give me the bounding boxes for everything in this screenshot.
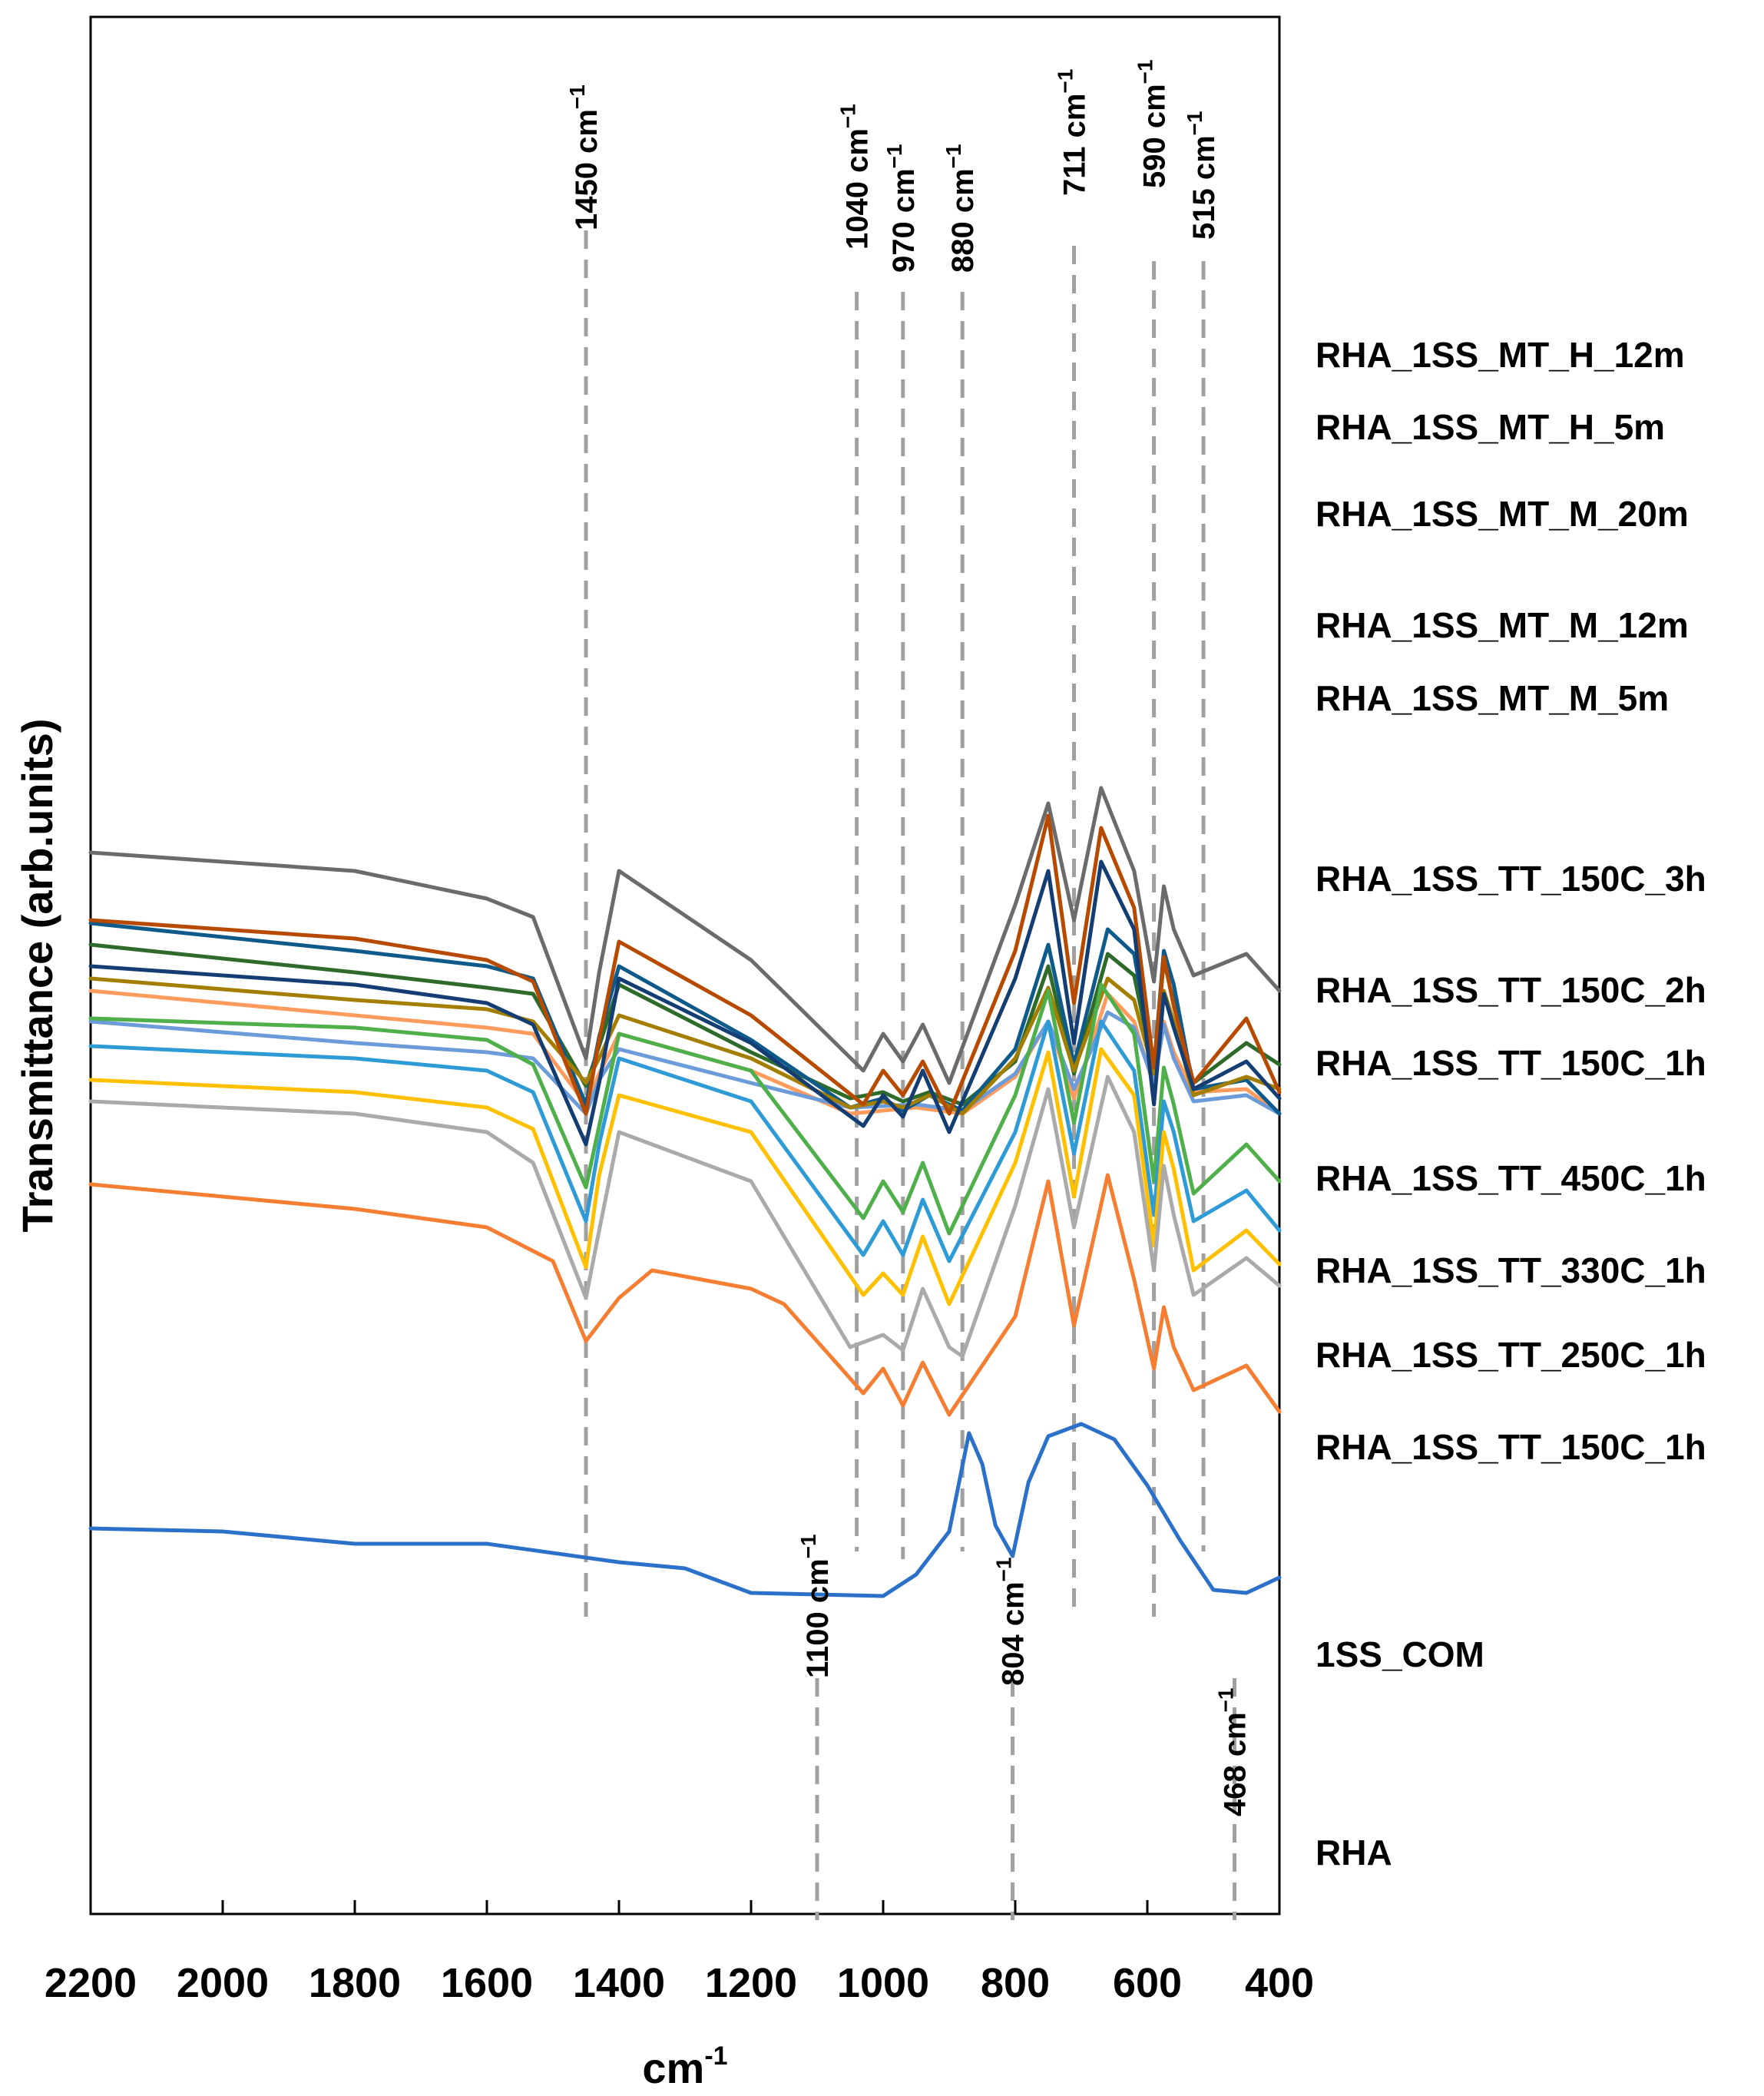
peak-label-sup-2: −1 xyxy=(882,144,906,168)
series-line-12 xyxy=(88,1173,1282,1417)
legend-label-1: RHA_1SS_MT_H_5m xyxy=(1316,407,1665,447)
peak-label-text-1: 1040 cm xyxy=(841,128,875,250)
legend-label-0: RHA_1SS_MT_H_12m xyxy=(1316,335,1685,375)
x-axis-title-superscript: -1 xyxy=(704,2041,727,2071)
x-tick-label-4: 1400 xyxy=(573,1960,665,2006)
peak-reference-lines xyxy=(584,230,1237,1920)
x-tick-label-6: 1000 xyxy=(837,1960,929,2006)
legend: RHA_1SS_MT_H_12m RHA_1SS_MT_H_5m RHA_1SS_M… xyxy=(1316,335,1706,1872)
peak-label-2: 970 cm−1 xyxy=(882,144,921,273)
legend-label-2: RHA_1SS_MT_M_20m xyxy=(1316,494,1689,534)
legend-label-12: 1SS_COM xyxy=(1316,1634,1484,1674)
legend-label-3: RHA_1SS_MT_M_12m xyxy=(1316,605,1689,645)
peak-label-7: 1100 cm−1 xyxy=(796,1534,835,1678)
x-axis-ticks: 2200 2000 1800 1600 1400 1200 1000 800 600 400 xyxy=(45,1900,1314,2006)
series-line-11 xyxy=(88,1074,1282,1359)
legend-label-9: RHA_1SS_TT_330C_1h xyxy=(1316,1250,1706,1290)
series-line-4 xyxy=(88,976,1282,1116)
legend-label-11: RHA_1SS_TT_150C_1h xyxy=(1316,1427,1706,1467)
x-tick-label-5: 1200 xyxy=(705,1960,797,2006)
peak-label-5: 590 cm−1 xyxy=(1134,59,1172,188)
legend-label-8: RHA_1SS_TT_450C_1h xyxy=(1316,1158,1706,1198)
legend-label-4: RHA_1SS_MT_M_5m xyxy=(1316,678,1669,718)
series-line-13 xyxy=(88,1422,1282,1598)
peak-label-text-2: 970 cm xyxy=(887,168,921,273)
series-line-6 xyxy=(88,813,1282,1116)
spectra-series xyxy=(88,786,1282,1598)
x-tick-label-0: 2200 xyxy=(45,1960,137,2006)
peak-label-sup-0: −1 xyxy=(565,84,589,109)
peak-label-sup-3: −1 xyxy=(942,144,965,168)
legend-label-7: RHA_1SS_TT_150C_1h xyxy=(1316,1043,1706,1083)
peak-label-sup-9: −1 xyxy=(1214,1687,1238,1712)
peak-label-3: 880 cm−1 xyxy=(942,144,980,273)
series-line-10 xyxy=(88,1047,1282,1306)
peak-label-sup-8: −1 xyxy=(992,1557,1016,1581)
legend-label-6: RHA_1SS_TT_150C_2h xyxy=(1316,970,1706,1010)
legend-label-5: RHA_1SS_TT_150C_3h xyxy=(1316,859,1706,899)
peak-label-text-9: 468 cm xyxy=(1219,1712,1253,1816)
series-line-9 xyxy=(88,1019,1282,1263)
legend-label-10: RHA_1SS_TT_250C_1h xyxy=(1316,1335,1706,1375)
x-axis-title: cm-1 xyxy=(642,2041,727,2092)
peak-label-text-3: 880 cm xyxy=(946,168,980,273)
peak-label-4: 711 cm−1 xyxy=(1054,69,1092,196)
x-axis-title-base: cm xyxy=(642,2044,704,2092)
peak-label-sup-1: −1 xyxy=(836,104,860,128)
peak-label-6: 515 cm−1 xyxy=(1183,111,1221,240)
peak-label-0: 1450 cm−1 xyxy=(565,84,604,230)
peak-label-sup-7: −1 xyxy=(796,1534,820,1558)
peak-label-text-7: 1100 cm xyxy=(801,1558,835,1678)
series-line-8 xyxy=(88,982,1282,1236)
series-line-5 xyxy=(88,786,1282,1085)
peak-label-8: 804 cm−1 xyxy=(992,1557,1031,1686)
peak-label-sup-4: −1 xyxy=(1054,69,1077,94)
plot-frame xyxy=(89,15,1281,1916)
x-tick-label-3: 1600 xyxy=(441,1960,533,2006)
peak-label-sup-6: −1 xyxy=(1183,111,1206,135)
peak-label-9: 468 cm−1 xyxy=(1214,1687,1253,1816)
x-tick-label-8: 600 xyxy=(1113,1960,1182,2006)
legend-label-13: RHA xyxy=(1316,1833,1392,1872)
peak-label-text-0: 1450 cm xyxy=(570,109,604,230)
series-line-7 xyxy=(88,859,1282,1147)
x-tick-label-1: 2000 xyxy=(177,1960,269,2006)
peak-label-1: 1040 cm−1 xyxy=(836,104,875,250)
peak-label-text-5: 590 cm xyxy=(1138,84,1172,188)
peak-label-text-4: 711 cm xyxy=(1058,94,1092,196)
x-tick-label-7: 800 xyxy=(981,1960,1050,2006)
peak-label-text-8: 804 cm xyxy=(997,1581,1031,1686)
peak-label-text-6: 515 cm xyxy=(1187,135,1221,240)
x-tick-label-9: 400 xyxy=(1245,1960,1314,2006)
peak-label-sup-5: −1 xyxy=(1134,59,1157,84)
x-tick-label-2: 1800 xyxy=(309,1960,401,2006)
y-axis-title: Transmittance (arb.units) xyxy=(13,718,61,1232)
